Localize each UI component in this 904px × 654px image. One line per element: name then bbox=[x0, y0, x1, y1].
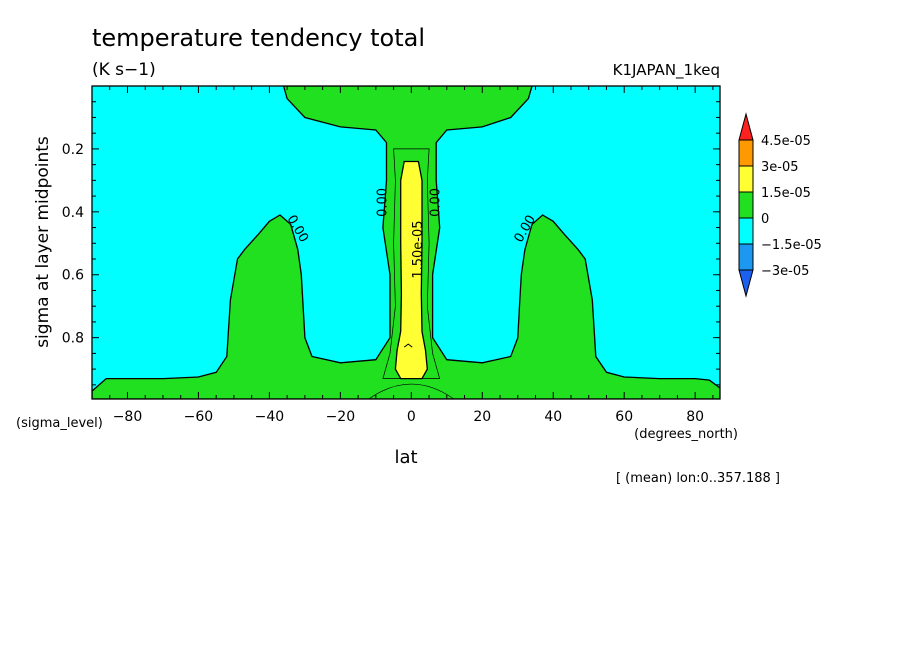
contour-label: 0.00 bbox=[375, 188, 390, 217]
y-tick-label: 0.4 bbox=[62, 205, 84, 221]
x-axis-units: (degrees_north) bbox=[634, 427, 738, 442]
colorbar-triangle-bottom bbox=[738, 269, 754, 298]
y-tick-label: 0.2 bbox=[62, 142, 84, 158]
x-tick-label: 40 bbox=[544, 409, 562, 425]
contour-label: 0.00 bbox=[429, 188, 444, 217]
plot-area: 0.000.00 0.001.50e-05 0.00 bbox=[91, 85, 721, 400]
colorbar-triangle-top bbox=[738, 112, 754, 141]
x-tick-label: 60 bbox=[615, 409, 633, 425]
y-tick-label: 0.6 bbox=[62, 268, 84, 284]
colorbar-swatch bbox=[738, 139, 754, 167]
colorbar-swatch bbox=[738, 243, 754, 271]
colorbar-label: −1.5e-05 bbox=[761, 238, 822, 253]
x-tick-label: 0 bbox=[407, 409, 416, 425]
y-tick-label: 0.8 bbox=[62, 331, 84, 347]
y-axis-label: sigma at layer midpoints bbox=[33, 136, 53, 348]
run-name: K1JAPAN_1keq bbox=[613, 61, 720, 80]
colorbar-label: 0 bbox=[761, 212, 769, 227]
contour-inner bbox=[382, 148, 441, 379]
y-axis-units: (sigma_level) bbox=[16, 416, 103, 431]
colorbar-swatch bbox=[738, 165, 754, 193]
chart-units: (K s−1) bbox=[92, 60, 156, 80]
contour-surface-arc bbox=[368, 383, 455, 400]
contour-core-mark bbox=[403, 343, 413, 348]
plot-frame bbox=[91, 85, 721, 400]
colorbar-label: 4.5e-05 bbox=[761, 134, 811, 149]
y-axis: 0.2 0.4 0.6 0.8 bbox=[62, 101, 720, 386]
contour-label: 1.50e-05 bbox=[411, 220, 426, 278]
chart-title: temperature tendency total bbox=[92, 24, 425, 52]
colorbar-label: 1.5e-05 bbox=[761, 186, 811, 201]
colorbar: 4.5e-05 3e-05 1.5e-05 0 −1.5e-05 −3e-05 bbox=[738, 112, 822, 298]
colorbar-swatch bbox=[738, 217, 754, 245]
x-tick-label: 20 bbox=[473, 409, 491, 425]
colorbar-label: −3e-05 bbox=[761, 264, 809, 279]
x-tick-label: −40 bbox=[255, 409, 285, 425]
x-tick-label: −20 bbox=[326, 409, 356, 425]
colorbar-swatch bbox=[738, 191, 754, 219]
footnote: [ (mean) lon:0..357.188 ] bbox=[616, 471, 780, 486]
x-tick-label: −60 bbox=[184, 409, 214, 425]
x-tick-label: −80 bbox=[113, 409, 143, 425]
colorbar-label: 3e-05 bbox=[761, 160, 799, 175]
x-axis-label: lat bbox=[394, 447, 417, 468]
x-axis: −80 −60 −40 −20 0 20 40 60 80 bbox=[91, 86, 714, 425]
x-tick-label: 80 bbox=[686, 409, 704, 425]
